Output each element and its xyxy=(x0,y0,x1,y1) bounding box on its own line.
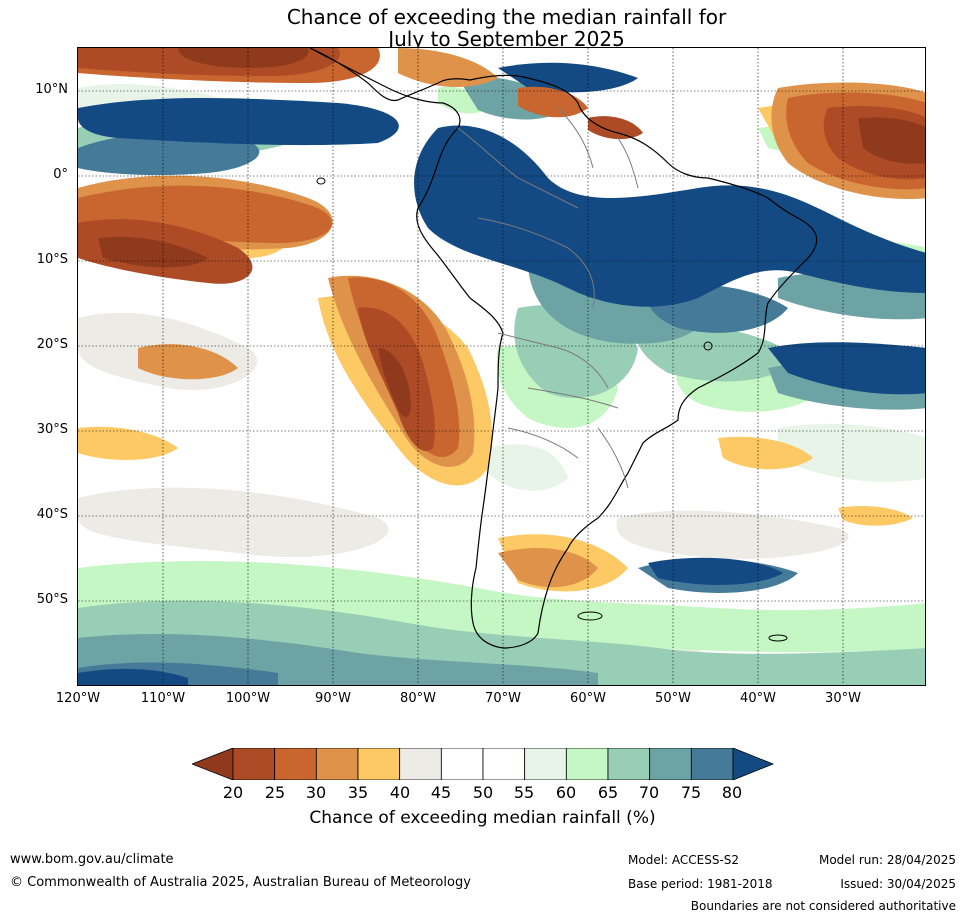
lat-label-20s: 20°S xyxy=(36,337,68,352)
rainfall-map xyxy=(77,47,926,686)
footer-issued: Issued: 30/04/2025 xyxy=(840,877,956,891)
lon-label-70w: 70°W xyxy=(485,691,521,706)
islands xyxy=(316,177,788,642)
graticule xyxy=(78,48,925,685)
lat-label-10n: 10°N xyxy=(35,82,68,97)
colorbar-cell xyxy=(482,748,526,780)
lon-label-110w: 110°W xyxy=(140,691,186,706)
colorbar-tick-50: 50 xyxy=(472,783,494,802)
colorbar-cell xyxy=(649,748,692,780)
region-above-80 xyxy=(78,62,925,685)
colorbar-tick-75: 75 xyxy=(680,783,702,802)
map-title-line-1: Chance of exceeding the median rainfall … xyxy=(286,5,727,29)
colorbar-cell xyxy=(399,748,442,780)
colorbar-tick-80: 80 xyxy=(721,783,743,802)
lon-label-50w: 50°W xyxy=(655,691,691,706)
colorbar-cell xyxy=(565,748,609,780)
lat-label-40s: 40°S xyxy=(36,507,68,522)
country-borders xyxy=(457,107,639,489)
colorbar-tick-40: 40 xyxy=(389,783,411,802)
rainfall-map-canvas xyxy=(78,48,925,685)
region-below-20 xyxy=(98,48,925,417)
south-america-coastline xyxy=(309,48,818,649)
footer-base-period: Base period: 1981-2018 xyxy=(628,877,773,891)
lon-label-30w: 30°W xyxy=(825,691,861,706)
colorbar-arrow-low xyxy=(192,748,234,780)
footer-model-run: Model run: 28/04/2025 xyxy=(818,853,956,867)
colorbar-tick-25: 25 xyxy=(264,783,286,802)
lat-label-50s: 50°S xyxy=(36,592,68,607)
footer-url: www.bom.gov.au/climate xyxy=(10,852,174,867)
footer-copyright: © Commonwealth of Australia 2025, Austra… xyxy=(10,875,471,890)
lon-label-100w: 100°W xyxy=(225,691,271,706)
lon-label-80w: 80°W xyxy=(400,691,436,706)
lat-label-30s: 30°S xyxy=(36,422,68,437)
map-title-line-2: July to September 2025 xyxy=(388,27,625,51)
colorbar-cell xyxy=(524,748,567,780)
lon-label-40w: 40°W xyxy=(740,691,776,706)
colorbar xyxy=(192,748,774,780)
lat-label-10s: 10°S xyxy=(36,252,68,267)
colorbar-label: Chance of exceeding median rainfall (%) xyxy=(309,808,656,828)
colorbar-tick-45: 45 xyxy=(430,783,452,802)
colorbar-cell xyxy=(232,748,276,780)
colorbar-cell xyxy=(440,748,484,780)
colorbar-cells xyxy=(192,748,774,780)
lat-label-0: 0° xyxy=(53,167,68,182)
colorbar-cell xyxy=(607,748,651,780)
lon-label-90w: 90°W xyxy=(315,691,351,706)
colorbar-tick-20: 20 xyxy=(222,783,244,802)
lon-label-60w: 60°W xyxy=(570,691,606,706)
colorbar-cell xyxy=(690,748,734,780)
colorbar-tick-30: 30 xyxy=(305,783,327,802)
colorbar-arrow-high xyxy=(732,748,774,780)
colorbar-tick-70: 70 xyxy=(638,783,660,802)
colorbar-tick-35: 35 xyxy=(347,783,369,802)
footer-boundaries-note: Boundaries are not considered authoritat… xyxy=(690,899,956,913)
colorbar-cell xyxy=(357,748,401,780)
footer-model: Model: ACCESS-S2 xyxy=(628,853,740,867)
lon-label-120w: 120°W xyxy=(55,691,101,706)
colorbar-cell xyxy=(315,748,359,780)
colorbar-cell xyxy=(274,748,317,780)
colorbar-tick-65: 65 xyxy=(597,783,619,802)
colorbar-tick-60: 60 xyxy=(555,783,577,802)
colorbar-tick-55: 55 xyxy=(513,783,535,802)
